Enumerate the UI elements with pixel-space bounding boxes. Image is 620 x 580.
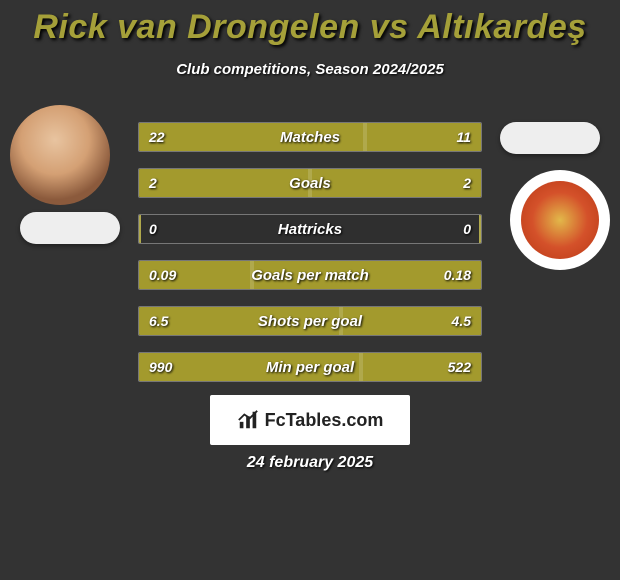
stat-bar-fill-left — [139, 169, 310, 197]
footer-date: 24 february 2025 — [0, 454, 620, 472]
page-subtitle: Club competitions, Season 2024/2025 — [0, 61, 620, 78]
page-title: Rick van Drongelen vs Altıkardeş — [0, 0, 620, 47]
footer-brand-text: FcTables.com — [265, 410, 384, 431]
player-right-avatar — [510, 170, 610, 270]
stat-bar-fill-right — [479, 215, 481, 243]
stat-bar-fill-left — [139, 123, 365, 151]
stat-label: Hattricks — [139, 215, 481, 243]
stats-bars: 2211Matches22Goals00Hattricks0.090.18Goa… — [138, 122, 482, 398]
stat-bar: 0 0Hattricks — [138, 214, 482, 244]
stat-value-right: 2 — [463, 169, 471, 197]
player-left-avatar — [10, 105, 110, 205]
stat-value-right: 0 — [463, 215, 471, 243]
stat-value-right: 0.18 — [444, 261, 471, 289]
stat-value-left: 0 — [149, 215, 157, 243]
player-left-flag — [20, 212, 120, 244]
stat-value-right: 11 — [456, 123, 471, 151]
stat-bar-fill-right — [310, 169, 481, 197]
stat-value-left: 6.5 — [149, 307, 168, 335]
stat-value-right: 4.5 — [452, 307, 471, 335]
brand-chart-icon — [237, 409, 259, 431]
stat-bar: 2211Matches — [138, 122, 482, 152]
stat-bar: 990522Min per goal — [138, 352, 482, 382]
stat-value-left: 990 — [149, 353, 172, 381]
footer-brand-box: FcTables.com — [210, 395, 410, 445]
player-right-flag — [500, 122, 600, 154]
player-right-club-badge — [510, 170, 610, 270]
player-left-photo — [10, 105, 110, 205]
stat-bar-fill-left — [139, 215, 141, 243]
stat-bar-fill-left — [139, 307, 341, 335]
stat-value-left: 2 — [149, 169, 157, 197]
club-badge-icon — [521, 181, 599, 259]
stat-bar: 0.090.18Goals per match — [138, 260, 482, 290]
stat-bar: 22Goals — [138, 168, 482, 198]
stat-value-right: 522 — [448, 353, 471, 381]
stat-value-left: 0.09 — [149, 261, 176, 289]
stat-bar: 6.54.5Shots per goal — [138, 306, 482, 336]
stat-value-left: 22 — [149, 123, 165, 151]
